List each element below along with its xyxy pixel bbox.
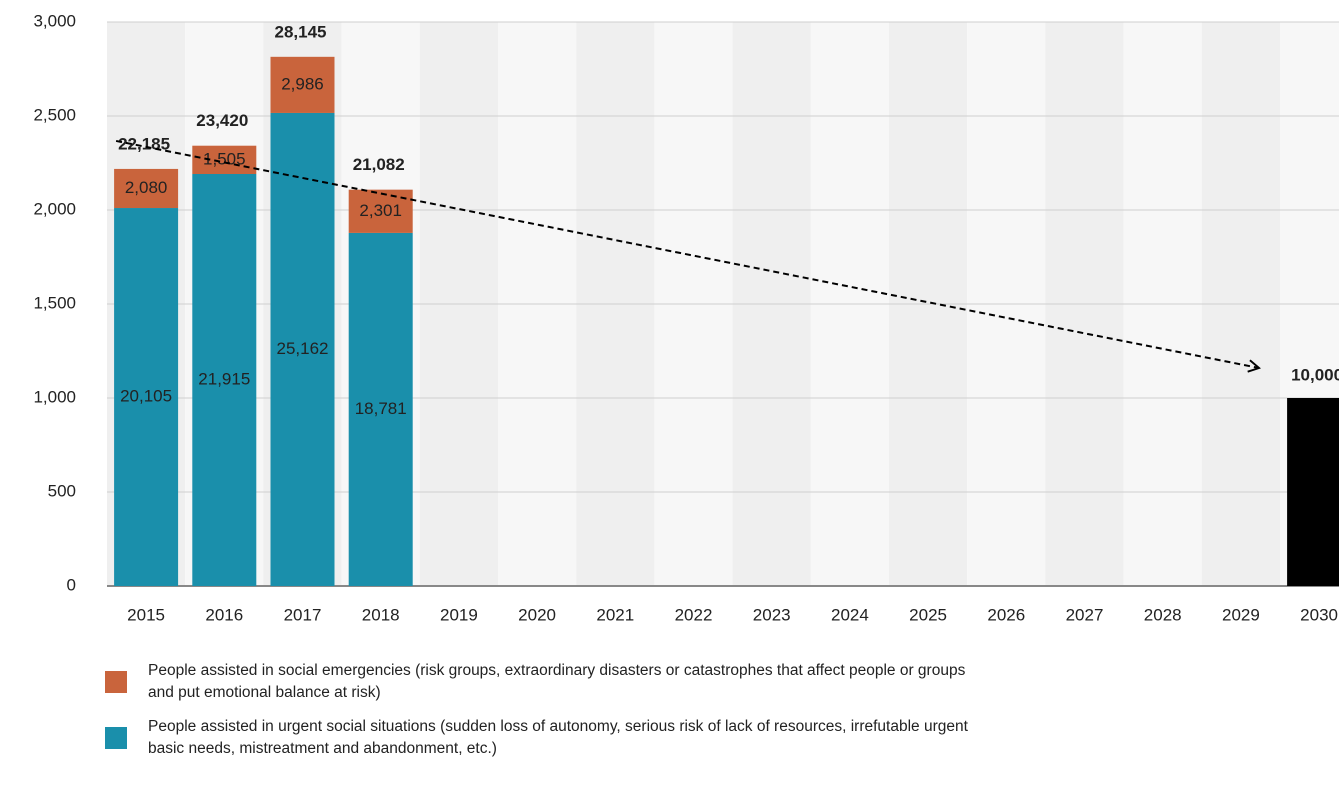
y-tick-label: 3,000 — [33, 11, 76, 30]
y-tick-label: 500 — [48, 481, 76, 500]
bar-segment — [270, 112, 335, 586]
segment-label: 2,986 — [281, 74, 324, 93]
segment-label: 21,915 — [198, 369, 250, 388]
x-tick-label: 2020 — [518, 605, 556, 624]
trend-arrow — [115, 139, 1261, 373]
chart: 0 500 1,000 1,500 2,000 2,500 3,000 2015 2016 201… — [33, 11, 1339, 624]
x-tick-label: 2030 — [1300, 605, 1338, 624]
total-label: 21,082 — [353, 155, 405, 174]
legend-item: People assisted in social emergencies (r… — [105, 660, 985, 704]
bar-segment — [192, 173, 257, 587]
x-tick-label: 2029 — [1222, 605, 1260, 624]
bar-segment — [192, 145, 257, 174]
bar-segment — [348, 232, 413, 586]
x-tick-label: 2022 — [675, 605, 713, 624]
segment-label: 25,162 — [277, 339, 329, 358]
x-tick-label: 2019 — [440, 605, 478, 624]
y-tick-label: 1,000 — [33, 387, 76, 406]
x-tick-label: 2023 — [753, 605, 791, 624]
bar-segment — [270, 56, 335, 113]
y-tick-label: 2,000 — [33, 199, 76, 218]
segment-label: 20,105 — [120, 386, 172, 405]
segment-label: 18,781 — [355, 399, 407, 418]
total-label: 23,420 — [196, 111, 248, 130]
y-tick-label: 2,500 — [33, 105, 76, 124]
bar-segment — [114, 208, 179, 586]
x-tick-label: 2026 — [987, 605, 1025, 624]
y-tick-label: 1,500 — [33, 293, 76, 312]
legend-label: People assisted in urgent social situati… — [148, 718, 968, 757]
x-tick-label: 2024 — [831, 605, 869, 624]
y-tick-label: 0 — [67, 575, 76, 594]
legend-label: People assisted in social emergencies (r… — [148, 662, 966, 701]
segment-label: 2,301 — [359, 201, 402, 220]
bar-segment — [1287, 398, 1339, 586]
x-tick-label: 2015 — [127, 605, 165, 624]
x-tick-label: 2016 — [205, 605, 243, 624]
legend: People assisted in social emergencies (r… — [105, 660, 985, 772]
segment-label: 2,080 — [125, 178, 168, 197]
total-label: 22,185 — [118, 134, 170, 153]
x-tick-label: 2021 — [596, 605, 634, 624]
x-tick-label: 2018 — [362, 605, 400, 624]
legend-swatch — [105, 671, 127, 693]
x-tick-label: 2028 — [1144, 605, 1182, 624]
bar-segment — [114, 168, 179, 209]
x-tick-label: 2027 — [1066, 605, 1104, 624]
x-tick-label: 2017 — [284, 605, 322, 624]
x-tick-label: 2025 — [909, 605, 947, 624]
target-label: 10,000 — [1291, 365, 1339, 384]
total-label: 28,145 — [275, 22, 327, 41]
legend-swatch — [105, 727, 127, 749]
legend-item: People assisted in urgent social situati… — [105, 716, 985, 760]
